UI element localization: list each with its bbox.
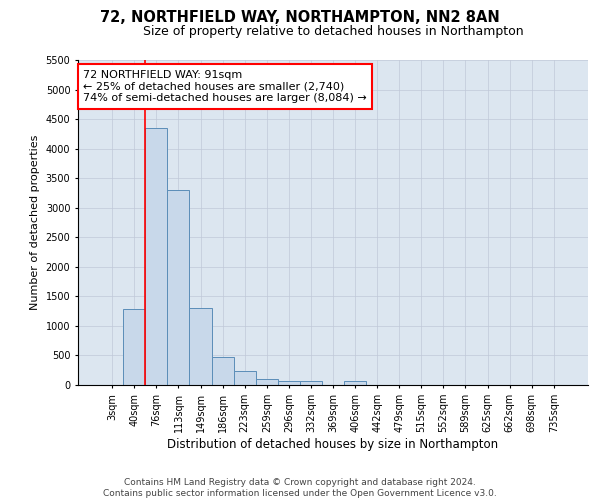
Title: Size of property relative to detached houses in Northampton: Size of property relative to detached ho… [143, 25, 523, 38]
Bar [123, 310, 145, 385]
Bar [344, 382, 366, 385]
Bar [256, 379, 278, 385]
Bar [167, 190, 190, 385]
Bar [300, 380, 322, 385]
Text: 72, NORTHFIELD WAY, NORTHAMPTON, NN2 8AN: 72, NORTHFIELD WAY, NORTHAMPTON, NN2 8AN [100, 10, 500, 25]
Text: 72 NORTHFIELD WAY: 91sqm
← 25% of detached houses are smaller (2,740)
74% of sem: 72 NORTHFIELD WAY: 91sqm ← 25% of detach… [83, 70, 367, 103]
Y-axis label: Number of detached properties: Number of detached properties [30, 135, 40, 310]
Bar [145, 128, 167, 385]
Bar [212, 357, 233, 385]
X-axis label: Distribution of detached houses by size in Northampton: Distribution of detached houses by size … [167, 438, 499, 450]
Text: Contains HM Land Registry data © Crown copyright and database right 2024.
Contai: Contains HM Land Registry data © Crown c… [103, 478, 497, 498]
Bar [278, 380, 300, 385]
Bar [233, 371, 256, 385]
Bar [190, 308, 212, 385]
